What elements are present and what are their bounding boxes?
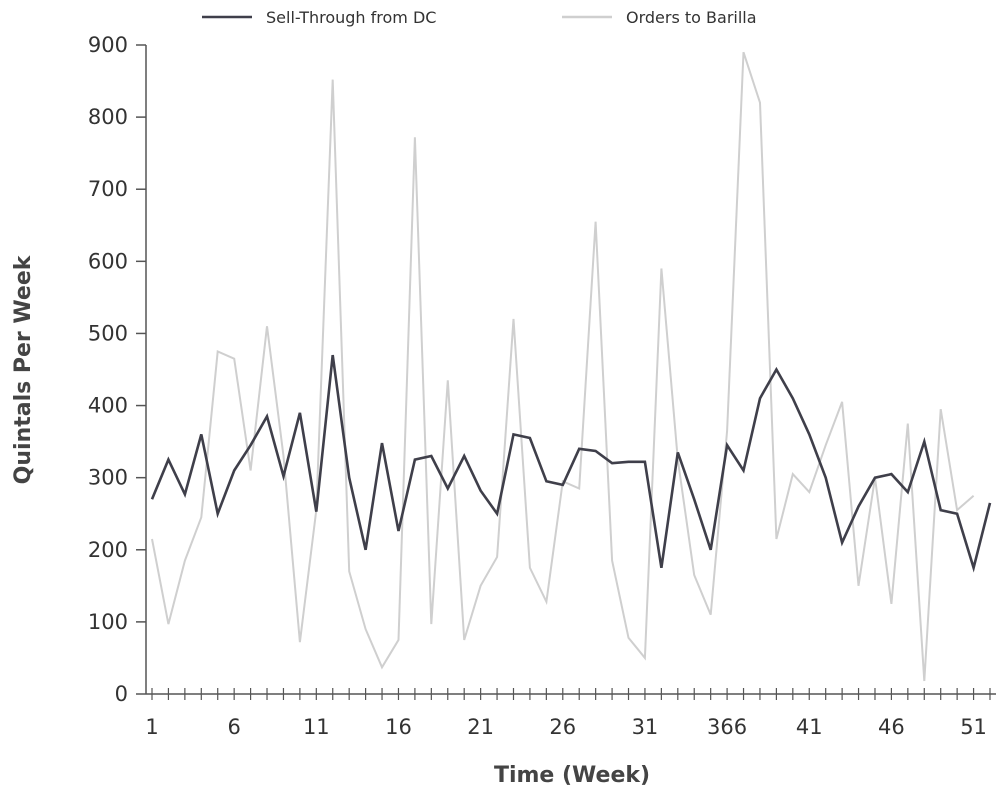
y-tick-label: 400 <box>88 394 128 418</box>
x-tick-label: 16 <box>385 715 412 739</box>
y-tick-label: 900 <box>88 33 128 57</box>
x-tick-label: 21 <box>467 715 494 739</box>
y-tick-label: 300 <box>88 466 128 490</box>
y-tick-label: 500 <box>88 321 128 345</box>
y-tick-label: 200 <box>88 538 128 562</box>
x-tick-label: 41 <box>796 715 823 739</box>
y-tick-label: 600 <box>88 249 128 273</box>
y-tick-label: 0 <box>115 682 128 706</box>
x-tick-label: 51 <box>960 715 987 739</box>
y-tick-label: 100 <box>88 610 128 634</box>
x-tick-label: 1 <box>145 715 158 739</box>
x-tick-label: 46 <box>878 715 905 739</box>
y-axis-title: Quintals Per Week <box>11 254 36 484</box>
legend: Sell-Through from DC Orders to Barilla <box>202 8 757 27</box>
x-tick-label: 11 <box>303 715 330 739</box>
x-tick-label: 366 <box>707 715 747 739</box>
series-layer <box>150 51 992 682</box>
legend-label-sell-through: Sell-Through from DC <box>266 8 436 27</box>
y-axis: 0 100 200 300 400 500 600 700 800 900 <box>88 33 147 706</box>
x-tick-label: 26 <box>549 715 576 739</box>
x-axis-title: Time (Week) <box>494 763 650 788</box>
series-line-orders <box>151 51 975 682</box>
x-axis: 1 6 11 16 21 26 31 366 41 46 51 <box>145 688 996 739</box>
y-tick-label: 800 <box>88 105 128 129</box>
series-line-sell-through <box>150 354 992 573</box>
x-tick-label: 6 <box>227 715 240 739</box>
y-tick-label: 700 <box>88 177 128 201</box>
legend-label-orders: Orders to Barilla <box>626 8 757 27</box>
x-tick-label: 31 <box>632 715 659 739</box>
